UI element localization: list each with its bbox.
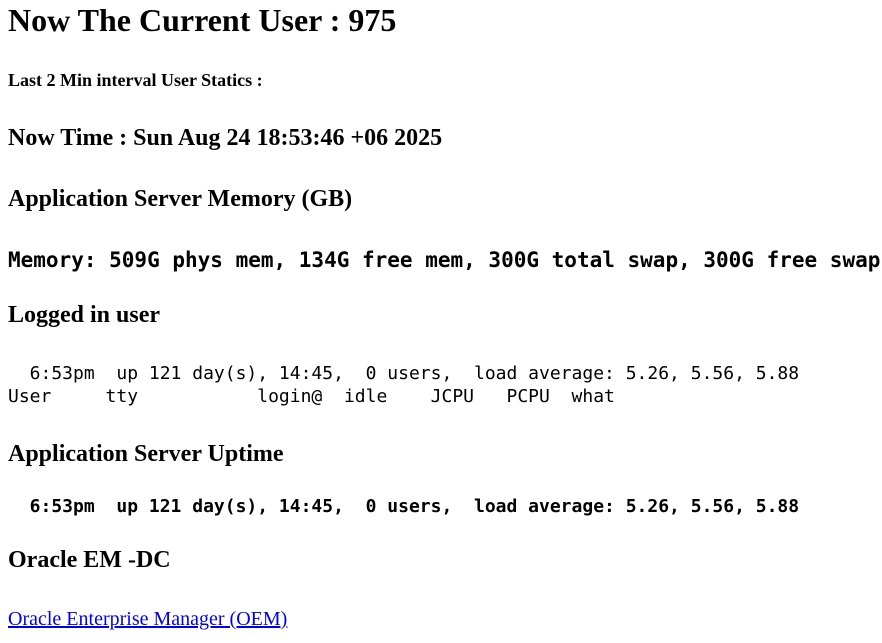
current-user-heading: Now The Current User : 975 bbox=[8, 2, 397, 38]
now-time-heading: Now Time : Sun Aug 24 18:53:46 +06 2025 bbox=[8, 125, 443, 151]
memory-output: Memory: 509G phys mem, 134G free mem, 30… bbox=[8, 248, 881, 272]
oem-link-line: Oracle Enterprise Manager (OEM) bbox=[8, 607, 874, 631]
memory-section-heading: Application Server Memory (GB) bbox=[8, 186, 353, 212]
stats-interval-heading: Last 2 Min interval User Statics : bbox=[8, 70, 263, 90]
uptime-output: 6:53pm up 121 day(s), 14:45, 0 users, lo… bbox=[8, 496, 800, 517]
w-uptime-line: 6:53pm up 121 day(s), 14:45, 0 users, lo… bbox=[8, 363, 800, 384]
uptime-section-heading: Application Server Uptime bbox=[8, 441, 284, 467]
oracle-em-heading: Oracle EM -DC bbox=[8, 547, 171, 573]
logged-in-user-output: 6:53pm up 121 day(s), 14:45, 0 users, lo… bbox=[8, 362, 874, 408]
oem-link[interactable]: Oracle Enterprise Manager (OEM) bbox=[8, 608, 288, 630]
server-status-page: { "header": { "current_user_heading": "N… bbox=[8, 2, 881, 631]
w-columns-header-line: User tty login@ idle JCPU PCPU what bbox=[8, 386, 615, 407]
logged-in-user-heading: Logged in user bbox=[8, 302, 161, 328]
